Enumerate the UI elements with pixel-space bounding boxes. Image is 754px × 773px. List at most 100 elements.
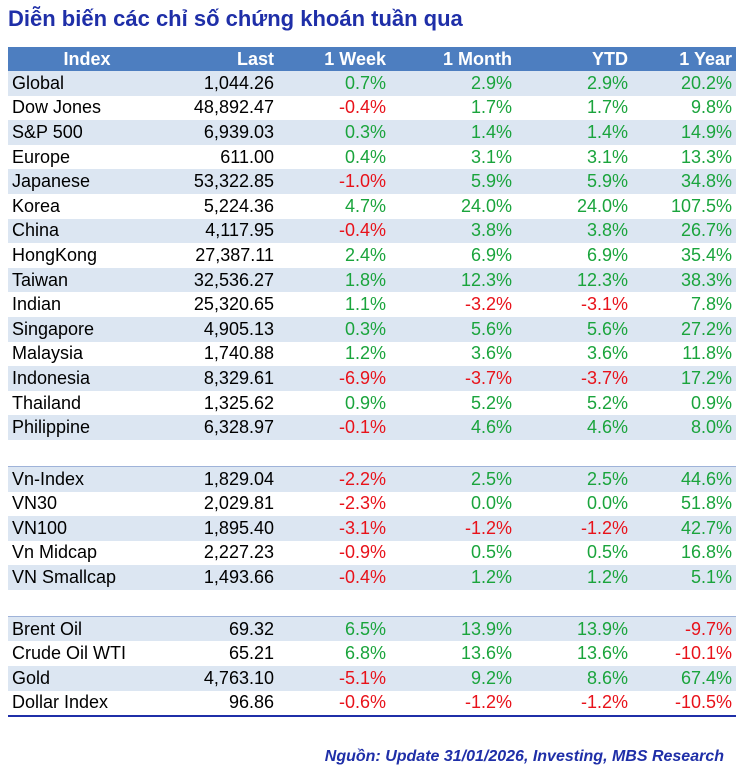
- cell-last: 5,224.36: [203, 195, 274, 216]
- cell-week: -0.4%: [278, 565, 390, 590]
- cell-week: 6.5%: [278, 615, 390, 642]
- cell-name: Korea: [12, 195, 61, 216]
- table-row: Crude Oil WTI 65.21 6.8% 13.6% 13.6% -10.1%: [8, 641, 736, 666]
- table-row: HongKong 27,387.11 2.4% 6.9% 6.9% 35.4%: [8, 243, 736, 268]
- cell-ytd: 3.1%: [586, 146, 628, 167]
- table-row: China 4,117.95 -0.4% 3.8% 3.8% 26.7%: [8, 218, 736, 244]
- cell-month: 1.2%: [390, 565, 516, 590]
- cell-week: 0.3%: [278, 120, 390, 145]
- cell-month: 3.1%: [470, 146, 512, 167]
- table-row: Europe 611.00 0.4% 3.1% 3.1% 13.3%: [8, 145, 736, 170]
- cell-year: 26.7%: [632, 218, 736, 244]
- cell-month: 0.0%: [470, 493, 512, 514]
- cell-year: 38.3%: [632, 267, 736, 293]
- cell-last: 96.86: [166, 690, 278, 718]
- header-index: Index: [8, 47, 166, 71]
- cell-last: 2,227.23: [203, 542, 274, 563]
- cell-month: 3.6%: [470, 343, 512, 364]
- cell-week: -1.0%: [278, 169, 390, 194]
- cell-ytd: 5.2%: [586, 392, 628, 413]
- cell-month: 13.6%: [460, 643, 512, 664]
- cell-name: Gold: [8, 666, 166, 691]
- cell-month: 4.6%: [390, 415, 516, 440]
- cell-week: -0.6%: [278, 690, 390, 718]
- table-row: Indian 25,320.65 1.1% -3.2% -3.1% 7.8%: [8, 292, 736, 317]
- header-1-month: 1 Month: [390, 47, 516, 71]
- table-row: Vn Midcap 2,227.23 -0.9% 0.5% 0.5% 16.8%: [8, 541, 736, 566]
- cell-month: 2.5%: [390, 465, 516, 492]
- cell-last: 25,320.65: [193, 294, 274, 315]
- cell-week: 1.8%: [278, 267, 390, 293]
- cell-last: 6,939.03: [166, 120, 278, 145]
- cell-year: -10.5%: [632, 690, 736, 718]
- cell-month: 3.8%: [390, 218, 516, 244]
- cell-week: -2.2%: [278, 465, 390, 492]
- table-row: Taiwan 32,536.27 1.8% 12.3% 12.3% 38.3%: [8, 267, 736, 293]
- table-row: Vn-Index 1,829.04 -2.2% 2.5% 2.5% 44.6%: [8, 465, 736, 492]
- cell-ytd: 6.9%: [586, 244, 628, 265]
- table-row: Malaysia 1,740.88 1.2% 3.6% 3.6% 11.8%: [8, 342, 736, 367]
- cell-month: 9.2%: [390, 666, 516, 691]
- header-last: Last: [166, 47, 278, 71]
- cell-year: -10.1%: [674, 643, 732, 664]
- cell-week: 1.1%: [344, 294, 386, 315]
- table-body: Global 1,044.26 0.7% 2.9% 2.9% 20.2% Dow Jones…: [8, 71, 736, 718]
- cell-last: 32,536.27: [166, 267, 278, 293]
- cell-ytd: 13.9%: [516, 615, 632, 642]
- cell-year: 14.9%: [632, 120, 736, 145]
- cell-month: 24.0%: [460, 195, 512, 216]
- table-row: Philippine 6,328.97 -0.1% 4.6% 4.6% 8.0%: [8, 415, 736, 440]
- header-ytd: YTD: [516, 47, 632, 71]
- cell-week: -0.4%: [338, 97, 386, 118]
- table-header-row: Index Last 1 Week 1 Month YTD 1 Year: [8, 47, 736, 71]
- cell-name: Philippine: [8, 415, 166, 440]
- cell-year: 11.8%: [682, 343, 732, 364]
- page-title: Diễn biến các chỉ số chứng khoán tuần qu…: [8, 6, 463, 31]
- cell-ytd: 3.8%: [516, 218, 632, 244]
- cell-name: Taiwan: [8, 267, 166, 293]
- cell-year: 42.7%: [632, 516, 736, 541]
- cell-year: 7.8%: [690, 294, 732, 315]
- cell-last: 48,892.47: [193, 97, 274, 118]
- cell-ytd: 5.6%: [516, 316, 632, 342]
- cell-month: 13.9%: [390, 615, 516, 642]
- cell-year: 20.2%: [632, 71, 736, 96]
- cell-last: 8,329.61: [166, 366, 278, 391]
- cell-week: 4.7%: [344, 195, 386, 216]
- cell-ytd: 0.0%: [586, 493, 628, 514]
- cell-week: 1.2%: [344, 343, 386, 364]
- cell-ytd: 4.6%: [516, 415, 632, 440]
- cell-year: 51.8%: [680, 493, 732, 514]
- cell-month: -3.2%: [464, 294, 512, 315]
- cell-last: 4,117.95: [166, 218, 278, 244]
- cell-year: 0.9%: [690, 392, 732, 413]
- table-row: VN Smallcap 1,493.66 -0.4% 1.2% 1.2% 5.1%: [8, 565, 736, 590]
- table-row: Dow Jones 48,892.47 -0.4% 1.7% 1.7% 9.8%: [8, 96, 736, 121]
- table-row: Brent Oil 69.32 6.5% 13.9% 13.9% -9.7%: [8, 615, 736, 642]
- cell-ytd: 2.5%: [516, 465, 632, 492]
- table-row: Global 1,044.26 0.7% 2.9% 2.9% 20.2%: [8, 71, 736, 96]
- cell-name: Vn Midcap: [12, 542, 98, 563]
- cell-name: Singapore: [8, 316, 166, 342]
- cell-ytd: 8.6%: [516, 666, 632, 691]
- cell-week: -5.1%: [278, 666, 390, 691]
- cell-name: Indonesia: [8, 366, 166, 391]
- cell-name: Vn-Index: [8, 465, 166, 492]
- cell-year: 8.0%: [632, 415, 736, 440]
- cell-week: -0.1%: [278, 415, 390, 440]
- cell-week: 2.4%: [344, 244, 386, 265]
- cell-last: 1,829.04: [166, 465, 278, 492]
- cell-ytd: -1.2%: [516, 516, 632, 541]
- header-1-year: 1 Year: [632, 47, 736, 71]
- cell-ytd: 2.9%: [516, 71, 632, 96]
- cell-name: Global: [8, 71, 166, 96]
- cell-ytd: -3.7%: [516, 366, 632, 391]
- cell-ytd: 0.5%: [586, 542, 628, 563]
- group-spacer: [8, 589, 736, 617]
- table-row: Gold 4,763.10 -5.1% 9.2% 8.6% 67.4%: [8, 666, 736, 691]
- cell-name: VN100: [8, 516, 166, 541]
- cell-name: Dow Jones: [12, 97, 102, 118]
- cell-month: 1.7%: [470, 97, 512, 118]
- cell-last: 69.32: [166, 615, 278, 642]
- table-row: VN30 2,029.81 -2.3% 0.0% 0.0% 51.8%: [8, 492, 736, 517]
